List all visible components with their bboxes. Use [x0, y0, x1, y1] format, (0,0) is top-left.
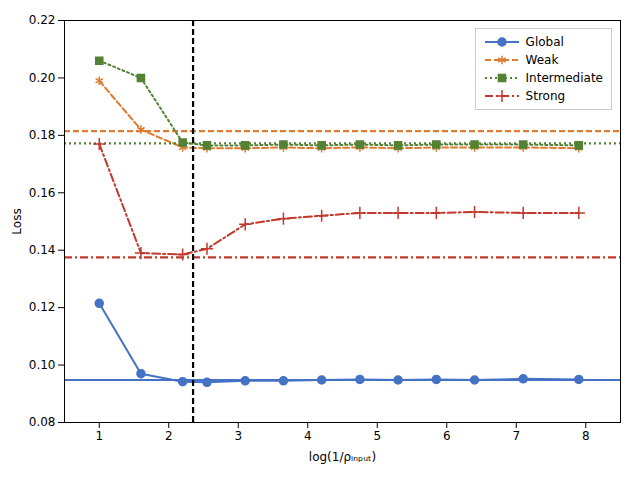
svg-text:2: 2 — [165, 429, 173, 443]
svg-text:0.18: 0.18 — [29, 128, 56, 142]
html-text:Strong: Strong — [525, 89, 566, 103]
svg-text:0.12: 0.12 — [29, 300, 56, 314]
svg-text:0.08: 0.08 — [29, 415, 56, 429]
svg-text:0.22: 0.22 — [29, 13, 56, 27]
svg-text:log(1/ρᵢₙₚᵤₜ): log(1/ρᵢₙₚᵤₜ) — [309, 450, 376, 464]
svg-text:8: 8 — [582, 429, 590, 443]
svg-text:7: 7 — [512, 429, 520, 443]
svg-text:0.16: 0.16 — [29, 186, 56, 200]
svg-text:0.10: 0.10 — [29, 358, 56, 372]
html-text:Global: Global — [525, 35, 564, 49]
svg-text:Loss: Loss — [10, 208, 24, 234]
svg-text:4: 4 — [304, 429, 312, 443]
svg-text:3: 3 — [234, 429, 242, 443]
svg-text:0.20: 0.20 — [29, 71, 56, 85]
html-text:Weak: Weak — [525, 53, 559, 67]
svg-text:6: 6 — [443, 429, 451, 443]
svg-text:1: 1 — [95, 429, 103, 443]
svg-text:0.14: 0.14 — [29, 243, 56, 257]
svg-text:5: 5 — [373, 429, 381, 443]
html-text:Intermediate: Intermediate — [525, 71, 603, 85]
